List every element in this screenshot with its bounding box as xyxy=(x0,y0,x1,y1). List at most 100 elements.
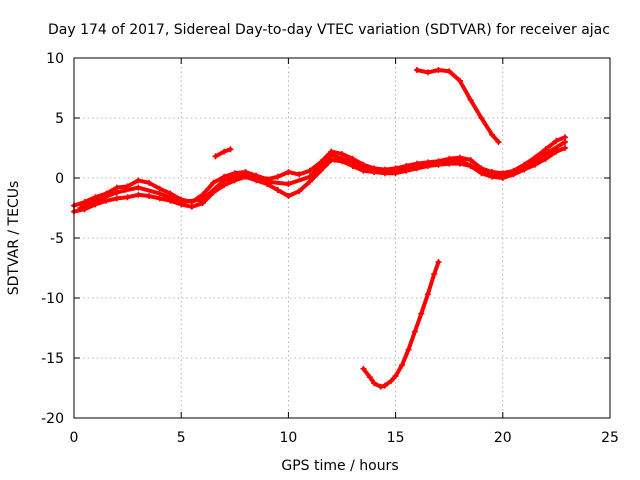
data-point xyxy=(435,67,442,73)
y-tick-label: -20 xyxy=(41,411,64,427)
data-point xyxy=(77,205,84,211)
data-point xyxy=(499,172,506,179)
data-point xyxy=(495,139,502,145)
series-deep-dip xyxy=(360,259,442,390)
data-point xyxy=(227,146,234,153)
data-point xyxy=(377,383,384,390)
y-tick-label: -15 xyxy=(41,351,64,367)
data-point xyxy=(411,328,418,335)
data-point xyxy=(135,184,142,191)
y-tick-label: -5 xyxy=(50,231,64,247)
data-point xyxy=(388,377,395,384)
data-point xyxy=(371,380,378,387)
data-point xyxy=(431,271,438,277)
series-line xyxy=(361,260,441,389)
data-point xyxy=(360,365,367,372)
data-point xyxy=(478,167,485,174)
data-point xyxy=(156,190,163,197)
data-point xyxy=(212,153,219,160)
data-point xyxy=(467,97,474,103)
grid xyxy=(74,58,610,418)
x-axis-label: GPS time / hours xyxy=(281,458,398,474)
data-point xyxy=(371,167,378,174)
data-point xyxy=(306,167,313,174)
data-point xyxy=(146,193,152,199)
x-tick-label: 10 xyxy=(279,430,297,446)
data-point xyxy=(199,196,206,203)
series-band-low xyxy=(71,145,568,215)
data-point xyxy=(414,163,420,169)
x-tick-label: 25 xyxy=(601,430,619,446)
data-point xyxy=(210,179,217,186)
data-point xyxy=(418,310,425,317)
data-point xyxy=(521,164,528,171)
data-point xyxy=(467,157,474,163)
data-point xyxy=(274,173,281,180)
data-point xyxy=(296,188,303,195)
y-tick-label: 0 xyxy=(55,171,64,187)
data-point xyxy=(435,160,442,166)
data-point xyxy=(435,259,442,265)
data-point xyxy=(92,197,99,204)
data-point xyxy=(489,131,496,138)
data-point xyxy=(392,373,399,379)
x-axis: 0 5 10 15 20 25 xyxy=(70,58,619,446)
x-tick-label: 5 xyxy=(177,430,186,446)
series-band-mid xyxy=(77,139,568,211)
data-point xyxy=(424,69,431,76)
data-point xyxy=(456,77,463,84)
data-point xyxy=(562,139,568,145)
x-tick-label: 15 xyxy=(387,430,405,446)
series-stray-segment xyxy=(212,146,234,160)
data-point xyxy=(221,148,228,155)
data-point xyxy=(113,195,120,202)
data-point xyxy=(542,151,549,157)
data-point xyxy=(124,194,131,201)
data-point xyxy=(424,291,431,298)
y-tick-label: 5 xyxy=(55,111,64,127)
data-point xyxy=(167,190,174,197)
data-point xyxy=(306,173,313,180)
data-point xyxy=(446,68,453,75)
data-point xyxy=(360,167,367,174)
data-point xyxy=(381,382,388,389)
series-line xyxy=(78,140,567,210)
data-point xyxy=(349,159,356,166)
y-axis: -20 -15 -10 -5 0 5 10 xyxy=(41,51,610,427)
data-point xyxy=(328,152,335,159)
data-point xyxy=(113,189,120,196)
data-point xyxy=(296,171,303,178)
data-point xyxy=(405,346,412,353)
series-late-arc-high xyxy=(414,67,502,145)
chart-title: Day 174 of 2017, Sidereal Day-to-day VTE… xyxy=(48,22,610,38)
data-point xyxy=(285,169,292,175)
series-layer xyxy=(71,67,568,390)
y-tick-label: -10 xyxy=(41,291,64,307)
data-point xyxy=(562,145,568,151)
data-point xyxy=(285,193,292,199)
data-point xyxy=(339,151,345,157)
data-point xyxy=(178,199,185,205)
data-point xyxy=(366,374,373,381)
data-point xyxy=(135,177,142,184)
data-point xyxy=(242,171,249,178)
data-point xyxy=(478,115,485,121)
data-point xyxy=(317,167,324,174)
data-point xyxy=(414,67,420,73)
data-point xyxy=(146,179,152,186)
y-tick-label: 10 xyxy=(46,51,64,67)
data-point xyxy=(135,191,142,198)
data-point xyxy=(392,167,399,174)
x-tick-label: 20 xyxy=(494,430,512,446)
series-line xyxy=(213,147,233,159)
data-point xyxy=(221,177,228,184)
data-point xyxy=(285,181,292,187)
data-point xyxy=(274,187,281,193)
data-point xyxy=(553,137,560,144)
data-point xyxy=(399,362,405,369)
y-axis-label: SDTVAR / TECUs xyxy=(6,181,22,296)
data-point xyxy=(231,170,238,177)
data-point xyxy=(456,157,463,164)
x-tick-label: 0 xyxy=(70,430,79,446)
